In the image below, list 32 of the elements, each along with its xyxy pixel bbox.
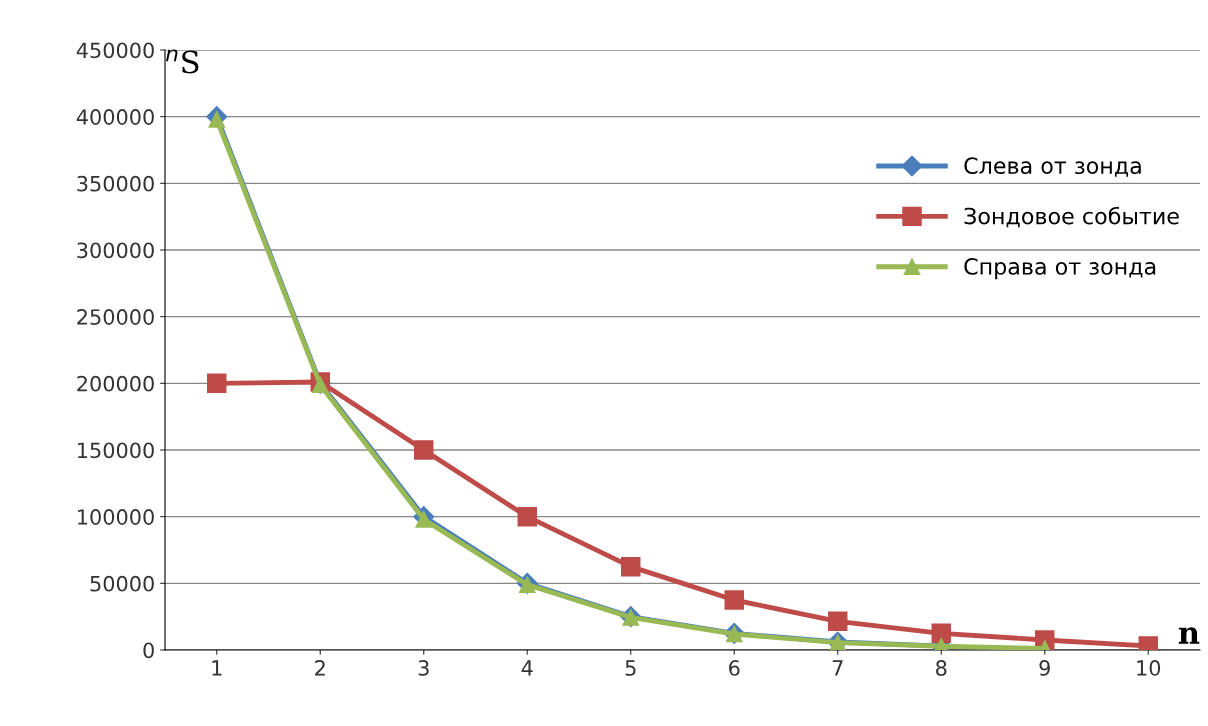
x-tick-label: 6	[729, 660, 740, 676]
point	[724, 590, 744, 610]
y-tick-label: 150000	[78, 442, 154, 459]
x-tick-label: 2	[315, 660, 325, 676]
x-tick-label: 9	[1039, 660, 1050, 676]
y-tick-label: 200000	[77, 375, 154, 392]
legend-label: Зондовое событие	[964, 206, 1179, 228]
y-tick-label: 350000	[77, 175, 154, 192]
point	[931, 623, 951, 644]
x-tick-label: 4	[521, 660, 533, 676]
point	[414, 440, 434, 460]
point	[828, 611, 848, 632]
legend-label: Слева от зонда	[964, 157, 1141, 177]
point	[621, 556, 641, 577]
x-tick-label: 8	[936, 660, 947, 676]
x-tick-label: 10	[1137, 660, 1161, 676]
y-tick-label: 400000	[76, 109, 154, 125]
y-tick-label: 100000	[78, 509, 154, 525]
y-axis-title: $^{n}$S	[166, 49, 199, 74]
x-tick-label: 7	[832, 660, 843, 676]
x-tick-label: 1	[212, 660, 222, 676]
point	[207, 373, 227, 394]
y-tick-label: 300000	[77, 242, 154, 259]
y-tick-label: 450000	[76, 42, 154, 59]
legend-label: Справа от зонда	[964, 258, 1156, 280]
x-axis-title: n	[1178, 627, 1200, 644]
y-tick-label: 0	[143, 642, 154, 659]
x-tick-label: 5	[625, 660, 636, 676]
x-tick-label: 3	[418, 660, 429, 676]
point	[517, 506, 537, 527]
y-tick-label: 250000	[77, 309, 154, 325]
y-tick-label: 50000	[90, 575, 154, 592]
